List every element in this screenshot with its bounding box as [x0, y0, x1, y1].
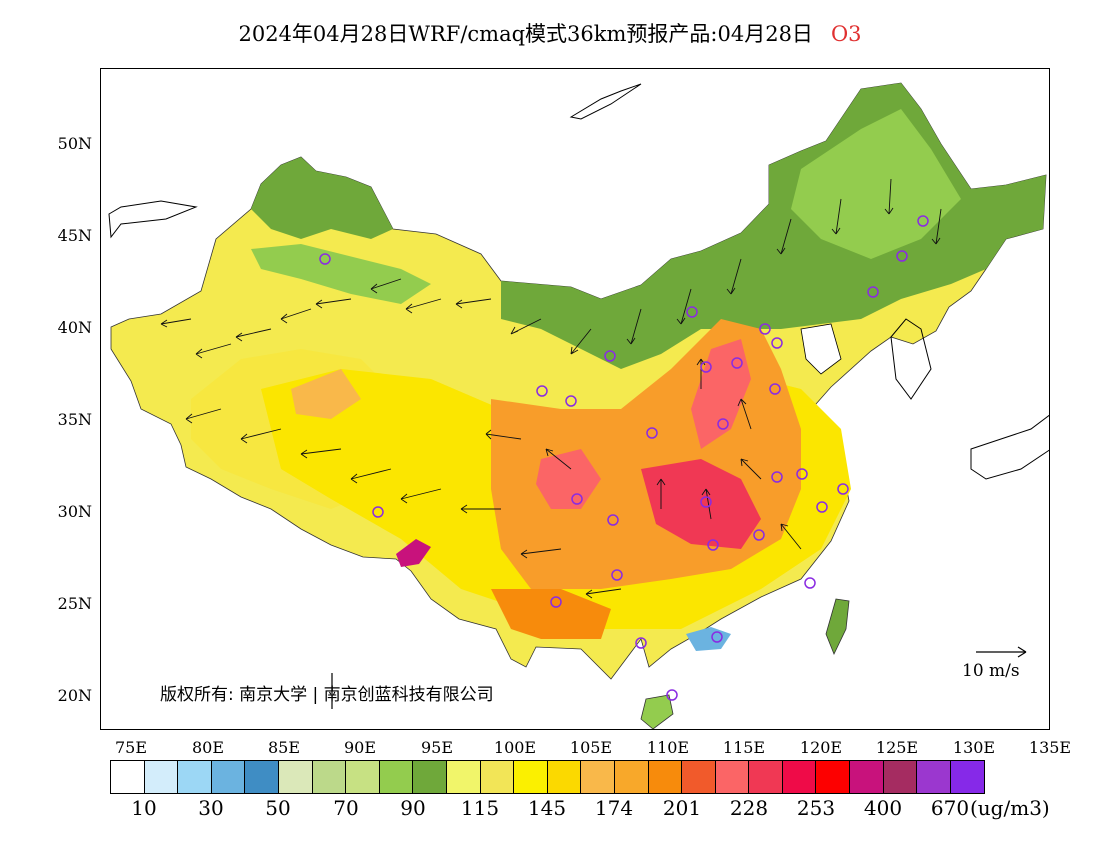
lon-label-90e: 90E	[343, 738, 377, 757]
colorbar-label-145: 145	[527, 796, 567, 820]
red-peak-tibet-se	[396, 539, 431, 567]
colorbar-swatch	[211, 761, 246, 793]
colorbar-swatch	[547, 761, 582, 793]
colorbar-label-400: 400	[863, 796, 903, 820]
colorbar-swatch	[346, 761, 380, 793]
colorbar-swatch	[178, 761, 212, 793]
colorbar-swatch	[816, 761, 851, 793]
lon-label-110e: 110E	[646, 738, 690, 757]
colorbar-label-30: 30	[198, 796, 224, 820]
colorbar-label-174: 174	[594, 796, 634, 820]
red-peak-sichuan	[536, 449, 601, 509]
copyright-text: 版权所有: 南京大学 | 南京创蓝科技有限公司	[160, 685, 494, 705]
colorbar-swatch	[245, 761, 279, 793]
colorbar-swatch	[883, 761, 918, 793]
colorbar-swatch	[782, 761, 817, 793]
korea-outline	[890, 318, 932, 400]
wind-arrows	[160, 178, 942, 599]
lon-label-125e: 125E	[875, 738, 919, 757]
colorbar-swatch	[581, 761, 615, 793]
wind-scale-label: 10 m/s	[962, 661, 1020, 681]
lon-label-80e: 80E	[191, 738, 225, 757]
hainan	[640, 694, 674, 729]
lon-label-115e: 115E	[722, 738, 766, 757]
lon-label-100e: 100E	[493, 738, 537, 757]
colorbar-swatch	[917, 761, 951, 793]
lon-label-135e: 135E	[1028, 738, 1072, 757]
red-peak-north	[691, 339, 751, 449]
lon-label-130e: 130E	[952, 738, 996, 757]
lon-label-120e: 120E	[799, 738, 843, 757]
wind-scale-arrow	[976, 646, 1027, 658]
colorbar-label-10: 10	[131, 796, 157, 820]
coast-fragment-b	[569, 83, 642, 120]
orange-tibet	[291, 369, 361, 419]
colorbar-swatch	[682, 761, 716, 793]
colorbar-swatch	[648, 761, 683, 793]
lat-label-35n: 35N	[57, 410, 92, 429]
title-species: O3	[830, 22, 862, 46]
lat-label-40n: 40N	[57, 318, 92, 337]
colorbar-swatch	[111, 761, 145, 793]
colorbar-swatch	[278, 761, 313, 793]
japan-outline	[970, 414, 1049, 480]
colorbar-swatch	[379, 761, 414, 793]
colorbar-label-90: 90	[400, 796, 426, 820]
lat-label-50n: 50N	[57, 134, 92, 153]
colorbar-swatch	[446, 761, 481, 793]
taiwan	[825, 598, 850, 655]
lat-label-25n: 25N	[57, 594, 92, 613]
orange-sw	[491, 589, 611, 639]
colorbar-swatch	[715, 761, 750, 793]
colorbar-label-201: 201	[662, 796, 702, 820]
city-markers	[319, 215, 929, 701]
colorbar-label-253: 253	[796, 796, 836, 820]
green-tianshan	[251, 244, 431, 304]
lat-label-45n: 45N	[57, 226, 92, 245]
colorbar-label-670: 670	[930, 796, 970, 820]
colorbar-label-70: 70	[333, 796, 359, 820]
lat-label-30n: 30N	[57, 502, 92, 521]
map-panel[interactable]	[100, 68, 1050, 730]
colorbar-units: (ug/m3)	[970, 796, 1050, 820]
lat-label-20n: 20N	[57, 686, 92, 705]
colorbar-label-228: 228	[729, 796, 769, 820]
colorbar-swatch	[514, 761, 548, 793]
colorbar-swatch	[950, 761, 985, 793]
colorbar-swatch	[614, 761, 649, 793]
map-title: 2024年04月28日WRF/cmaq模式36km预报产品:04月28日 O3	[0, 18, 1100, 48]
lon-label-75e: 75E	[114, 738, 148, 757]
ozone-map	[108, 82, 1049, 729]
bohai-sea	[800, 323, 842, 375]
lon-label-105e: 105E	[569, 738, 613, 757]
colorbar-label-115: 115	[460, 796, 500, 820]
colorbar-swatch	[749, 761, 783, 793]
coast-fragment-a	[108, 200, 198, 239]
title-main: 2024年04月28日WRF/cmaq模式36km预报产品:04月28日	[238, 22, 813, 46]
color-bar-legend	[110, 760, 986, 794]
green-north	[501, 83, 1046, 369]
colorbar-swatch	[312, 761, 347, 793]
lon-label-85e: 85E	[267, 738, 301, 757]
colorbar-swatch	[480, 761, 515, 793]
colorbar-label-50: 50	[265, 796, 291, 820]
green-xinjiang	[251, 157, 393, 239]
colorbar-swatch	[144, 761, 179, 793]
colorbar-swatch	[850, 761, 884, 793]
colorbar-swatch	[413, 761, 447, 793]
lon-label-95e: 95E	[420, 738, 454, 757]
